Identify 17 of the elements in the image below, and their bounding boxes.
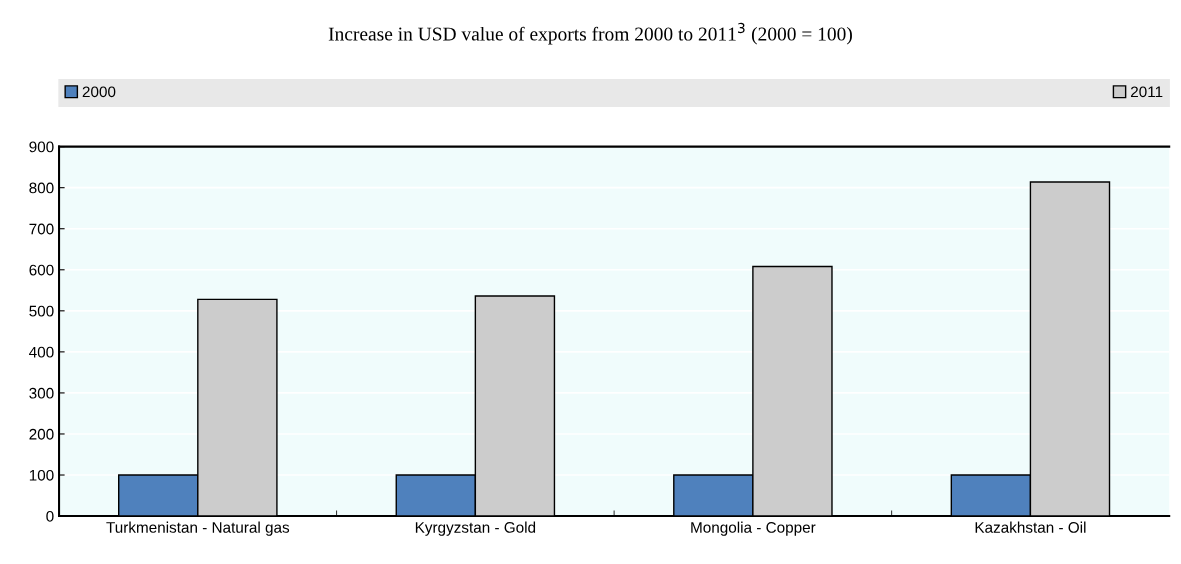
- y-tick-label: 100: [29, 469, 54, 481]
- y-tick-label: 700: [29, 223, 54, 235]
- y-tick-label: 400: [29, 346, 54, 358]
- y-tick-label: 200: [29, 428, 54, 440]
- y-tick-label: 0: [46, 510, 54, 522]
- y-tick-label: 800: [29, 182, 54, 194]
- legend-label: 2000: [82, 86, 116, 98]
- legend-label: 2011: [1130, 86, 1163, 98]
- y-tick-label: 300: [29, 387, 54, 399]
- x-tick-label: Mongolia - Copper: [691, 521, 816, 536]
- y-tick-label: 600: [29, 264, 54, 276]
- x-tick-label: Kazakhstan - Oil: [975, 521, 1086, 533]
- y-tick-label: 500: [29, 305, 54, 317]
- x-tick-label: Turkmenistan - Natural gas: [106, 521, 290, 536]
- chart-title: Increase in USD value of exports from 2000 to 2011$^{3}$ (2000 = 100): [328, 22, 852, 45]
- x-tick-label: Kyrgyzstan - Gold: [415, 521, 536, 536]
- y-tick-label: 900: [29, 141, 54, 153]
